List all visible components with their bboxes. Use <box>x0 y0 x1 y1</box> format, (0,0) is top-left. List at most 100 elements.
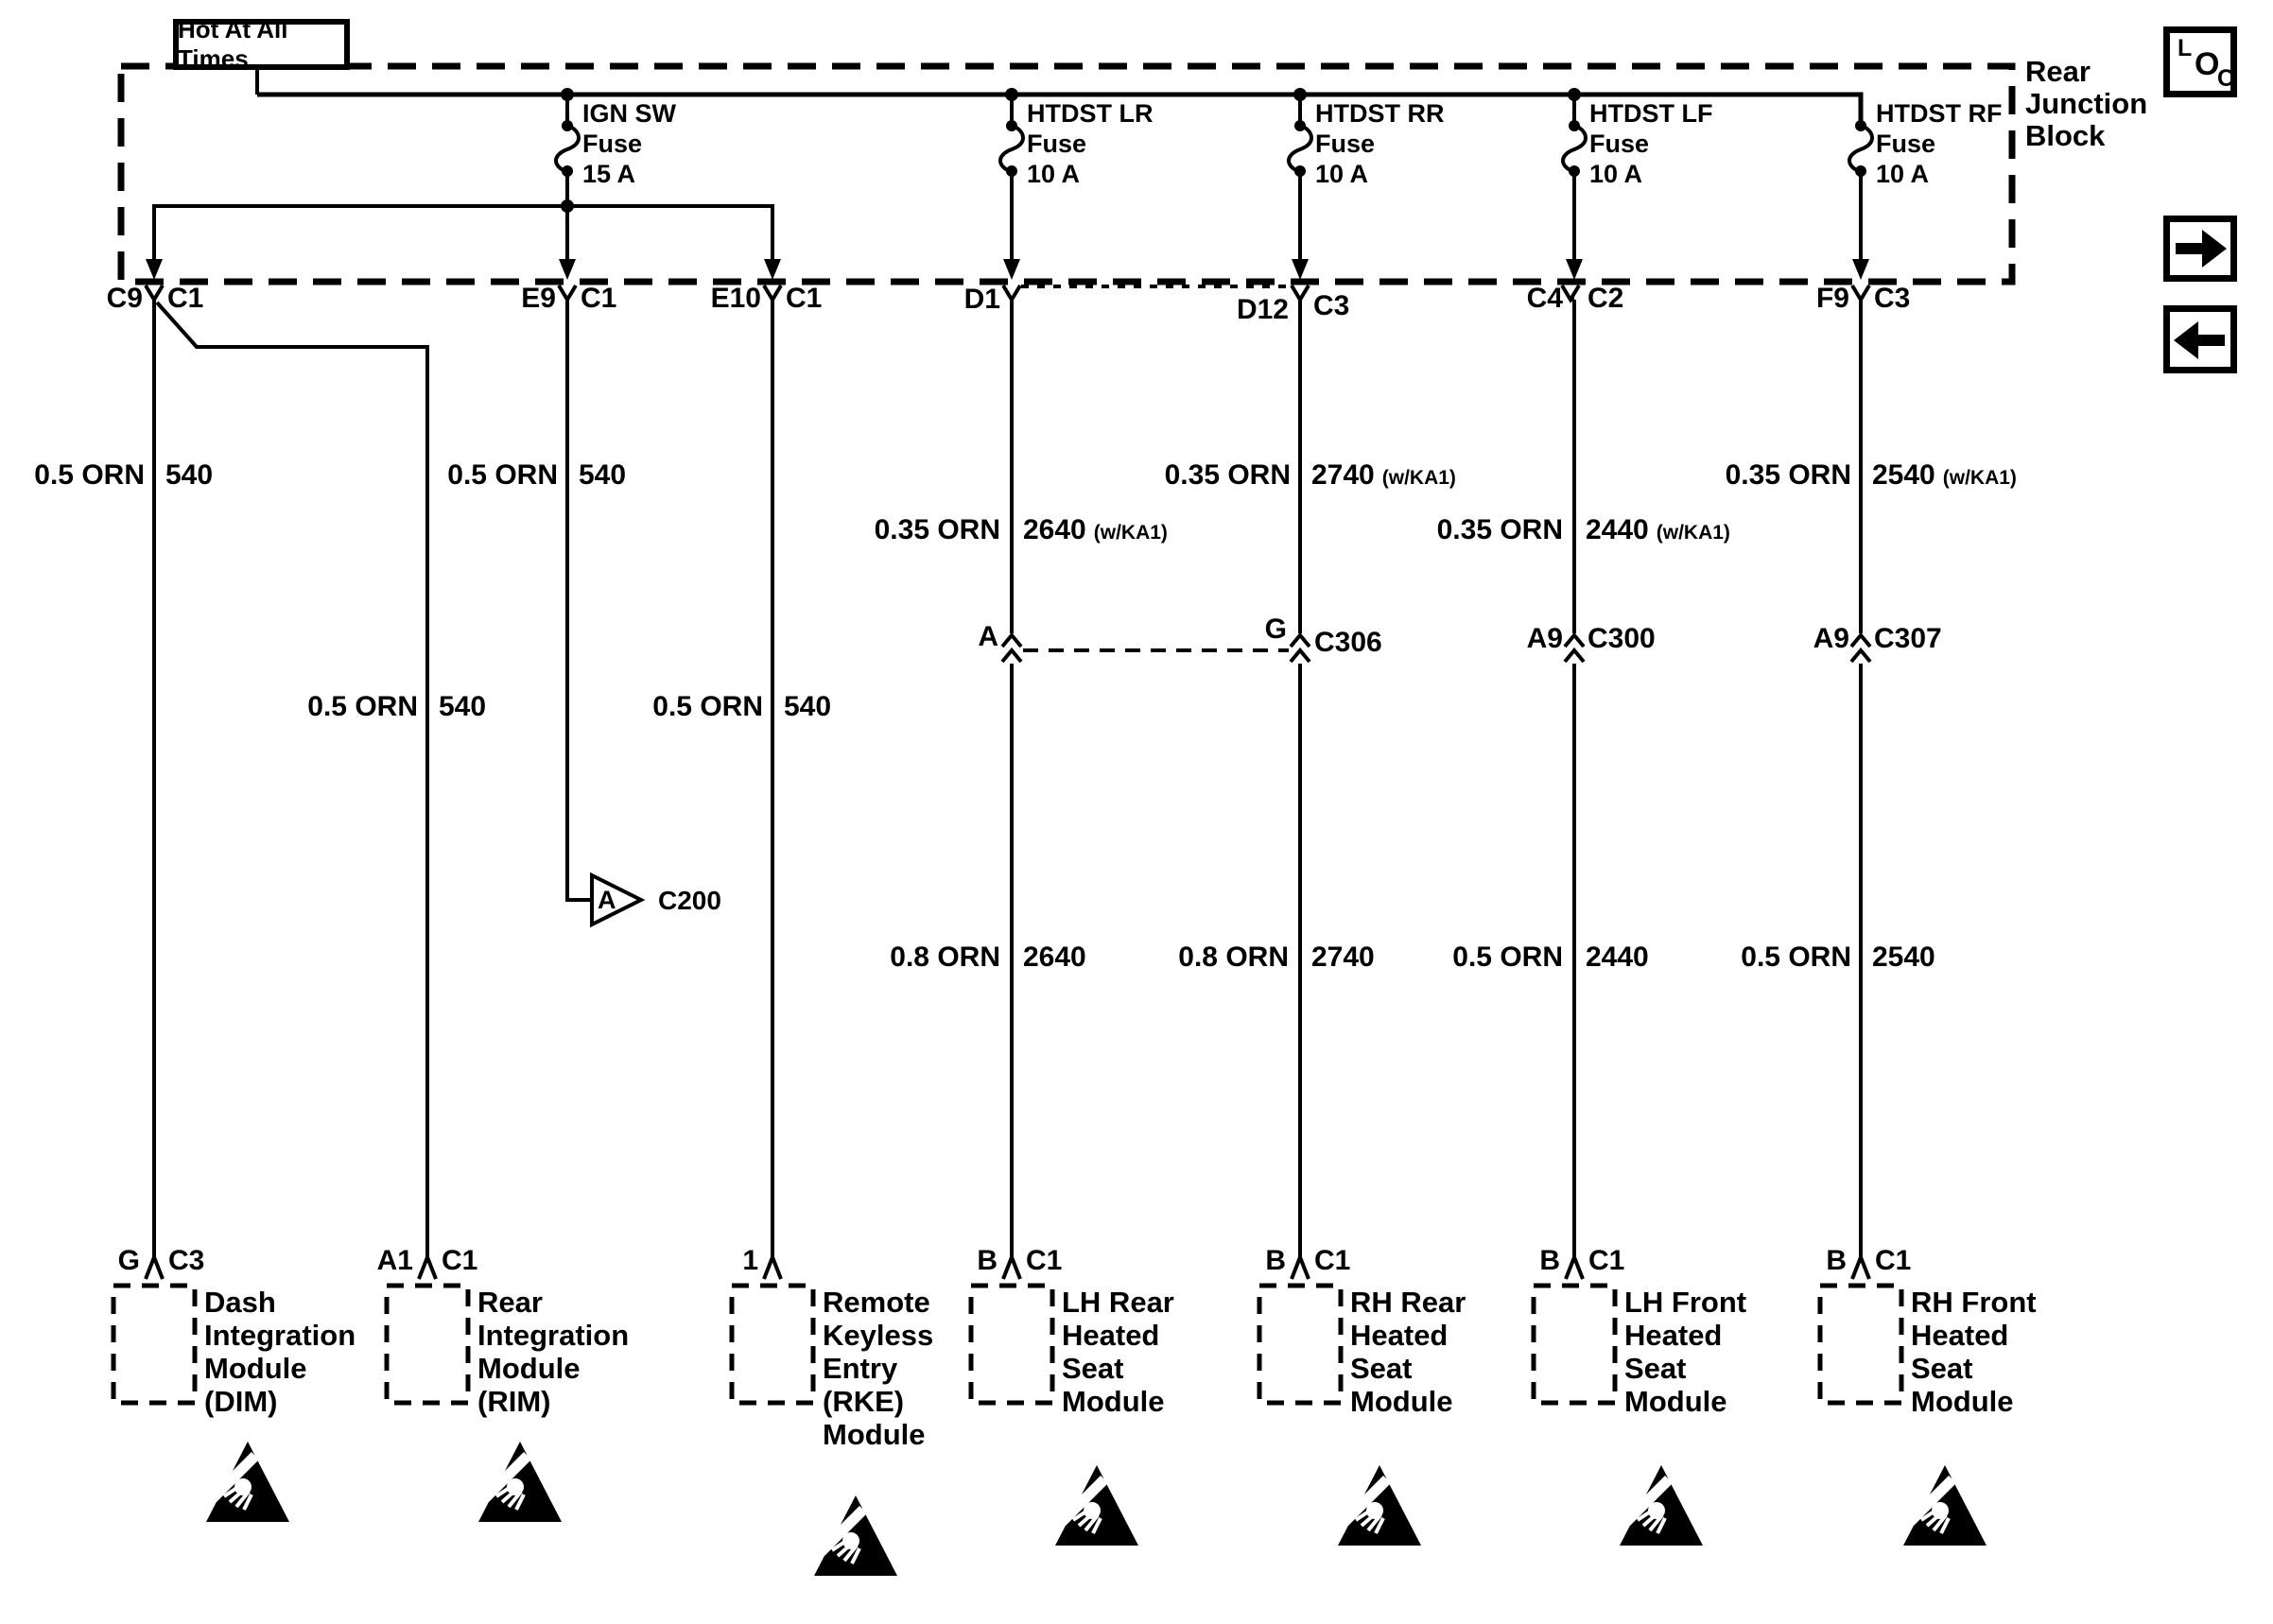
fuse-name: HTDST RF <box>1876 99 2003 128</box>
esd-warning-icon <box>1903 1465 1987 1546</box>
module-pin: B <box>1539 1245 1560 1276</box>
wire-circuit: 2740 <box>1311 942 1375 973</box>
fuse-symbol-htdst-lf <box>1561 95 1588 261</box>
module-name-line: Module <box>823 1418 926 1451</box>
wire-spec: 0.8 ORN <box>1178 942 1289 973</box>
module-name-line: Module <box>1911 1385 2014 1418</box>
module-conn: C1 <box>442 1245 478 1276</box>
module-name-line: Heated <box>1350 1319 1449 1352</box>
esd-warning-icon <box>1055 1465 1138 1546</box>
fuse-rating: 10 A <box>1315 160 1369 188</box>
esd-warning-icon <box>478 1442 562 1522</box>
fuse-symbol-htdst-rr <box>1287 95 1313 261</box>
module-name-line: Seat <box>1062 1352 1124 1385</box>
module-name-line: Entry <box>823 1352 898 1385</box>
jb-connector-pin: E9 <box>521 283 556 314</box>
inline-connector-pin: G <box>1264 613 1287 645</box>
fuse-rating: 15 A <box>582 160 636 188</box>
ign-branch-junction-dot <box>561 199 574 213</box>
esd-warning-icon <box>206 1442 289 1522</box>
module-pin: G <box>117 1245 140 1276</box>
module-name-line: Seat <box>1624 1352 1687 1385</box>
module-pin: A1 <box>376 1245 413 1276</box>
jb-connector-pin: C9 <box>106 283 143 314</box>
wire-spec: 0.35 ORN <box>1164 459 1291 491</box>
arrow-right-icon <box>2176 230 2227 268</box>
arrow-left-icon <box>2174 321 2225 359</box>
wire-circuit: 2440 <box>1586 942 1649 973</box>
exit-arrowheads <box>146 259 1869 280</box>
module-pin: B <box>1265 1245 1286 1276</box>
jb-connector-pin: D1 <box>963 284 1000 315</box>
wire-spec: 0.35 ORN <box>874 514 1000 545</box>
wire-circuit: 2540 (w/KA1) <box>1872 459 2017 491</box>
junction-block-title-line3: Block <box>2025 119 2106 152</box>
module-name-line: Heated <box>1062 1319 1160 1352</box>
next-page-button[interactable] <box>2163 216 2237 282</box>
wire-spec: 0.5 ORN <box>307 691 418 722</box>
wire-spec: 0.35 ORN <box>1436 514 1563 545</box>
module-pin-forks <box>144 1256 1871 1280</box>
fuse-name: IGN SW <box>582 99 676 128</box>
module-name-line: RH Front <box>1911 1286 2037 1319</box>
jb-connector-id: C3 <box>1874 283 1911 314</box>
wire-circuit: 2640 (w/KA1) <box>1023 514 1168 545</box>
esd-warning-icon <box>1338 1465 1421 1546</box>
fuse-name: HTDST RR <box>1315 99 1445 128</box>
wire-spec: 0.5 ORN <box>652 691 763 722</box>
inline-connector-id: C300 <box>1588 623 1656 654</box>
module-pin: 1 <box>742 1245 758 1276</box>
module-name-line: (RIM) <box>477 1385 551 1418</box>
wire-spec: 0.5 ORN <box>1741 942 1851 973</box>
inline-connector-pin: A <box>978 621 998 652</box>
module-name-line: (DIM) <box>204 1385 278 1418</box>
fuse-rating: 10 A <box>1876 160 1930 188</box>
module-pin: B <box>1826 1245 1847 1276</box>
junction-block-outline <box>117 62 2016 285</box>
module-conn: C3 <box>168 1245 205 1276</box>
wire-circuit: 540 <box>439 691 487 722</box>
inline-connector-chevrons <box>1000 631 1872 664</box>
jb-connector-id: C1 <box>581 283 617 314</box>
module-conn: C1 <box>1314 1245 1351 1276</box>
wire-rim-branch <box>155 301 429 1257</box>
jb-connector-id: C1 <box>786 283 823 314</box>
inline-connector-pin: A9 <box>1526 623 1563 654</box>
inline-connector-id: C307 <box>1874 623 1942 654</box>
loc-button[interactable]: L O C <box>2163 26 2237 97</box>
fuse-name: HTDST LF <box>1589 99 1713 128</box>
wire-circuit: 540 <box>579 459 627 491</box>
module-name-line: (RKE) <box>823 1385 905 1418</box>
jb-connector-pin: D12 <box>1236 294 1289 325</box>
fuse-rating: 10 A <box>1589 160 1643 188</box>
jb-connector-id: C2 <box>1588 283 1624 314</box>
power-bus <box>257 92 1864 125</box>
junction-block-title-line1: Rear <box>2025 55 2091 88</box>
fuse-symbol-htdst-lr <box>998 95 1025 261</box>
inline-connector-id: C306 <box>1314 627 1382 658</box>
wire-circuit: 2540 <box>1872 942 1935 973</box>
previous-page-button[interactable] <box>2163 305 2237 373</box>
module-name-line: Heated <box>1911 1319 2009 1352</box>
fuse-rating: 10 A <box>1027 160 1081 188</box>
module-name-line: Dash <box>204 1286 276 1319</box>
loc-letter-c: C <box>2217 65 2235 92</box>
fuse-type: Fuse <box>1315 130 1376 158</box>
fuse-type: Fuse <box>582 130 643 158</box>
wire-spec: 0.5 ORN <box>1452 942 1563 973</box>
esd-warning-icon <box>814 1495 897 1576</box>
c200-connector-label: C200 <box>658 886 721 915</box>
loc-letter-o: O <box>2195 46 2220 82</box>
fuse-type: Fuse <box>1589 130 1650 158</box>
jb-connector-pin: C4 <box>1526 283 1563 314</box>
inline-connector-pin: A9 <box>1813 623 1849 654</box>
wire-spec: 0.5 ORN <box>34 459 145 491</box>
jb-connector-id: C3 <box>1313 290 1350 321</box>
module-name-line: Module <box>1624 1385 1727 1418</box>
c200-pin-label: A <box>598 886 616 914</box>
jb-connector-id: C1 <box>167 283 204 314</box>
module-name-line: Seat <box>1911 1352 1973 1385</box>
wire-spec: 0.8 ORN <box>890 942 1000 973</box>
module-name-line: Integration <box>477 1319 630 1352</box>
